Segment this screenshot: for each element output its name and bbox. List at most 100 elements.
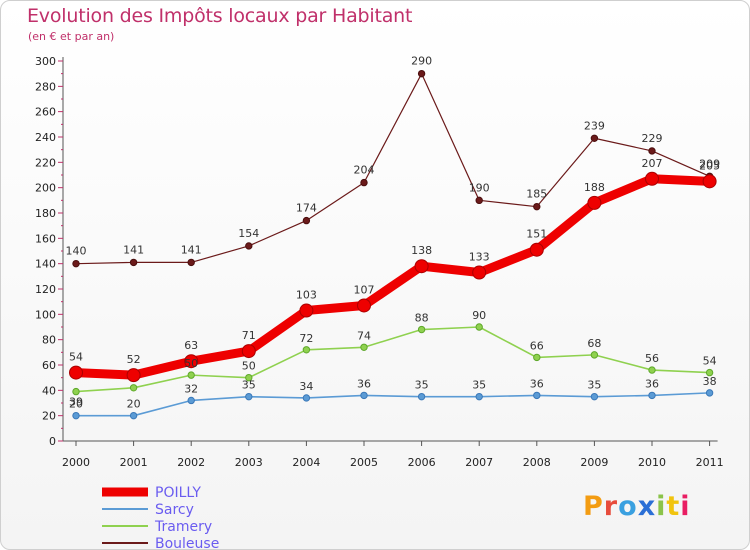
y-tick-label: 260 <box>35 106 56 119</box>
data-point-poilly <box>414 259 429 274</box>
x-tick-label: 2007 <box>465 456 493 469</box>
data-point-poilly <box>126 368 141 383</box>
data-label: 35 <box>242 379 256 392</box>
data-point-poilly <box>184 354 199 369</box>
data-label: 36 <box>645 377 659 390</box>
series-poilly <box>69 171 717 383</box>
data-point-bouleuse <box>360 178 368 187</box>
x-tick-label: 2009 <box>580 456 608 469</box>
data-point-poilly <box>357 298 371 313</box>
data-point-sarcy <box>417 392 426 401</box>
series-line-tramery <box>75 326 711 393</box>
data-label: 154 <box>238 227 259 240</box>
y-tick-label: 300 <box>35 55 56 68</box>
data-label: 20 <box>127 398 141 411</box>
data-label: 290 <box>411 55 432 68</box>
data-point-tramery <box>417 325 426 334</box>
data-label: 138 <box>411 244 432 257</box>
x-tick-label: 2010 <box>638 456 666 469</box>
data-point-bouleuse <box>72 259 80 268</box>
x-tick-label: 2011 <box>696 456 724 469</box>
y-tick-label: 180 <box>35 207 56 220</box>
data-label: 54 <box>69 351 83 364</box>
series-line-sarcy <box>75 392 711 417</box>
data-label: 39 <box>69 396 83 409</box>
data-point-bouleuse <box>187 258 195 267</box>
y-tick-label: 220 <box>35 156 56 169</box>
data-point-sarcy <box>360 391 368 400</box>
data-label: 204 <box>354 164 375 177</box>
data-label: 209 <box>699 157 720 170</box>
data-point-tramery <box>72 387 80 396</box>
x-tick-label: 2001 <box>120 456 148 469</box>
y-tick-label: 100 <box>35 308 56 321</box>
data-point-tramery <box>533 353 541 362</box>
data-point-sarcy <box>475 392 483 401</box>
data-label: 141 <box>123 243 144 256</box>
data-point-bouleuse <box>302 216 311 225</box>
y-tick-label: 80 <box>42 334 56 347</box>
data-point-bouleuse <box>533 202 541 211</box>
data-point-sarcy <box>590 392 599 401</box>
data-label: 205 <box>699 159 720 172</box>
data-label: 32 <box>184 382 198 395</box>
data-label: 63 <box>184 339 198 352</box>
data-label: 34 <box>299 380 313 393</box>
data-point-tramery <box>245 373 253 382</box>
legend-label-sarcy: Sarcy <box>155 502 194 518</box>
data-point-poilly <box>299 303 314 318</box>
x-tick-label: 2002 <box>177 456 205 469</box>
x-tick-label: 2004 <box>292 456 320 469</box>
data-point-tramery <box>302 346 311 354</box>
data-label: 190 <box>469 181 490 194</box>
y-tick-label: 240 <box>35 131 56 144</box>
data-point-sarcy <box>705 389 714 397</box>
proxiti-logo: Proxiti <box>583 491 691 522</box>
y-tick-label: 140 <box>35 258 56 271</box>
data-label: 185 <box>526 188 547 201</box>
data-point-tramery <box>187 371 195 379</box>
data-label: 66 <box>530 339 544 352</box>
data-label: 74 <box>357 329 371 342</box>
data-label: 141 <box>181 243 202 256</box>
y-tick-label: 160 <box>35 232 56 245</box>
y-tick-label: 280 <box>35 80 56 93</box>
data-label: 103 <box>296 289 317 302</box>
data-point-bouleuse <box>417 69 426 78</box>
data-label: 229 <box>642 132 663 145</box>
data-point-poilly <box>69 365 83 380</box>
series-line-poilly <box>71 174 715 380</box>
data-point-sarcy <box>533 391 541 400</box>
data-label: 68 <box>587 337 601 350</box>
data-point-sarcy <box>302 394 311 402</box>
data-point-bouleuse <box>245 242 253 250</box>
data-label: 207 <box>642 157 663 170</box>
data-point-bouleuse <box>590 134 599 142</box>
x-tick-label: 2006 <box>408 456 436 469</box>
data-point-tramery <box>705 368 714 377</box>
chart-title: Evolution des Impôts locaux par Habitant <box>27 5 413 27</box>
data-point-bouleuse <box>475 196 483 205</box>
data-label: 52 <box>127 353 141 366</box>
x-tick-label: 2003 <box>235 456 263 469</box>
data-point-poilly <box>529 242 544 257</box>
data-point-poilly <box>241 344 256 359</box>
data-point-poilly <box>702 174 717 189</box>
y-tick-label: 20 <box>42 410 56 423</box>
data-point-poilly <box>587 195 602 210</box>
y-tick-label: 40 <box>42 384 56 397</box>
data-label: 35 <box>415 379 429 392</box>
data-label: 174 <box>296 202 317 215</box>
y-tick-label: 60 <box>42 359 56 372</box>
data-label: 20 <box>69 398 83 411</box>
y-tick-label: 200 <box>35 182 56 195</box>
data-point-tramery <box>648 366 656 374</box>
data-label: 35 <box>472 379 486 392</box>
data-label: 36 <box>357 377 371 390</box>
data-label: 90 <box>472 309 486 322</box>
data-point-poilly <box>645 171 659 186</box>
data-point-bouleuse <box>648 147 656 155</box>
data-point-sarcy <box>72 411 80 420</box>
